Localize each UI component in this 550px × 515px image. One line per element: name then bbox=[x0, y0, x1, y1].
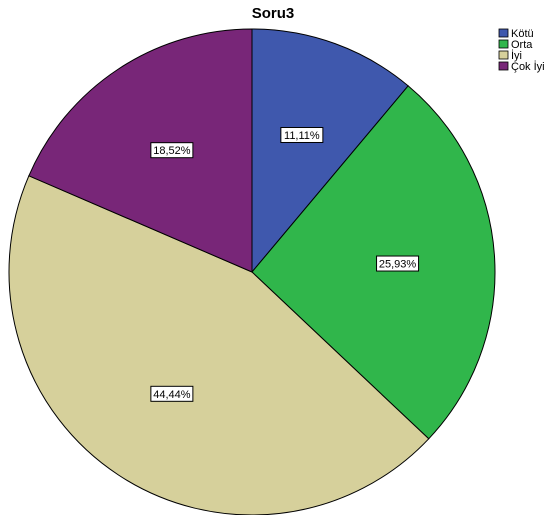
chart-title: Soru3 bbox=[252, 5, 295, 22]
slice-label-text: 25,93% bbox=[379, 259, 417, 271]
pie-slice-cok-iyi bbox=[28, 28, 253, 273]
legend-label: İyi bbox=[511, 49, 522, 62]
legend-item-cok-iyi: Çok İyi bbox=[498, 60, 545, 73]
slice-label-text: 44,44% bbox=[153, 389, 191, 401]
pie-slice-orta bbox=[251, 85, 496, 440]
legend-item-iyi: İyi bbox=[498, 49, 522, 62]
slice-label-box bbox=[150, 142, 194, 159]
legend-swatch bbox=[498, 39, 509, 49]
slice-label-text: 18,52% bbox=[153, 145, 191, 157]
pie-slice-kotu bbox=[251, 28, 409, 274]
legend-swatch bbox=[498, 61, 509, 71]
legend-label: Orta bbox=[511, 39, 533, 51]
legend-item-kotu: Kötü bbox=[498, 28, 534, 40]
legend-label: Çok İyi bbox=[511, 60, 545, 73]
slice-label-kotu: 11,11% bbox=[280, 126, 324, 143]
slice-labels: 11,11% 25,93% 44,44% 18,52% bbox=[150, 126, 420, 402]
legend-swatch bbox=[498, 50, 509, 60]
pie-slices bbox=[8, 28, 496, 515]
slice-label-iyi: 44,44% bbox=[150, 385, 194, 402]
slice-label-orta: 25,93% bbox=[376, 255, 420, 272]
slice-label-cok-iyi: 18,52% bbox=[150, 142, 194, 159]
slice-label-box bbox=[150, 385, 194, 402]
legend-label: Kötü bbox=[511, 28, 534, 40]
slice-label-box bbox=[280, 126, 324, 143]
slice-label-box bbox=[376, 255, 420, 272]
legend-item-orta: Orta bbox=[498, 39, 533, 51]
slice-label-text: 11,11% bbox=[284, 130, 320, 142]
pie-slice-iyi bbox=[8, 175, 430, 515]
legend-swatch bbox=[498, 28, 509, 38]
